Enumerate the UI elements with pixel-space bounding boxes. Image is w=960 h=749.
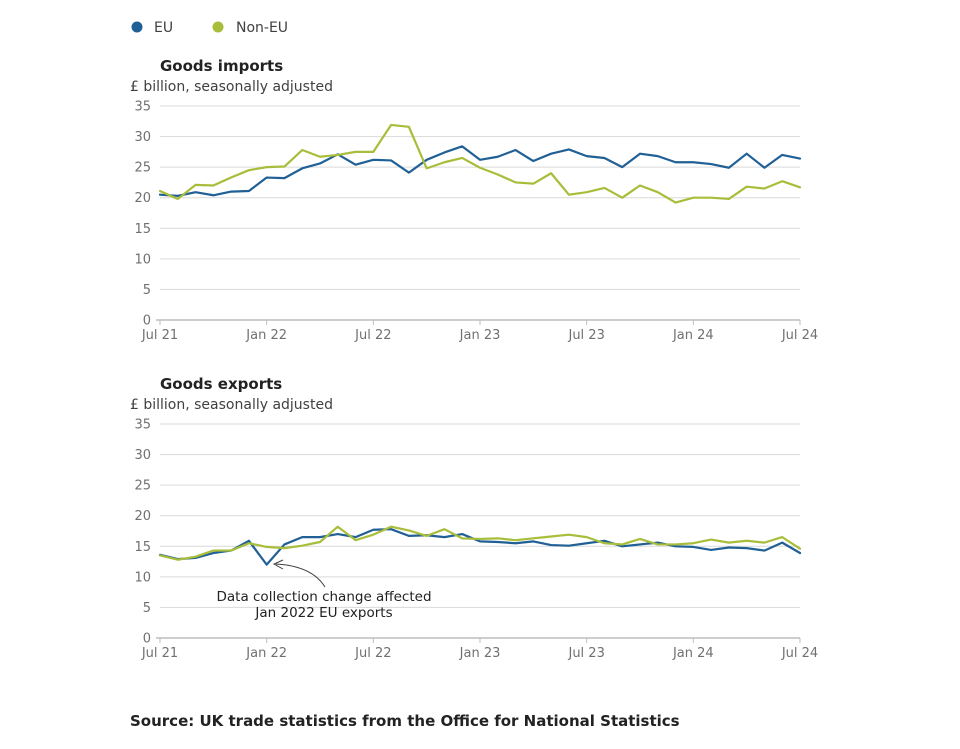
x-tick-label: Jan 24	[672, 328, 714, 343]
y-tick-label: 10	[134, 570, 151, 585]
y-tick-label: 0	[143, 632, 151, 647]
y-tick-label: 25	[134, 161, 151, 176]
imports-panel: Goods imports £ billion, seasonally adju…	[130, 57, 818, 343]
x-tick-label: Jul 21	[141, 328, 178, 343]
y-tick-label: 15	[134, 222, 151, 237]
imports-grid	[156, 105, 800, 321]
x-tick-label: Jul 21	[141, 646, 178, 661]
legend-marker-non-eu	[212, 21, 224, 33]
y-tick-label: 20	[134, 191, 151, 206]
exports-panel: Goods exports £ billion, seasonally adju…	[130, 375, 818, 661]
exports-ylabel: £ billion, seasonally adjusted	[130, 397, 333, 413]
y-tick-label: 35	[134, 418, 151, 433]
legend-marker-eu	[131, 21, 143, 33]
series-line-eu	[158, 145, 802, 197]
annotation-arrowhead	[272, 559, 284, 570]
source-note: Source: UK trade statistics from the Off…	[130, 712, 680, 730]
exports-x-ticks: Jul 21 Jan 22 Jul 22 Jan 23 Jul 23 Jan 24 Jul …	[141, 638, 818, 661]
x-tick-label: Jan 23	[459, 328, 501, 343]
x-tick-label: Jan 24	[672, 646, 714, 661]
imports-series	[158, 123, 802, 204]
exports-title: Goods exports	[160, 375, 282, 393]
x-tick-label: Jul 22	[354, 328, 391, 343]
y-tick-label: 25	[134, 479, 151, 494]
x-tick-label: Jan 23	[459, 646, 501, 661]
imports-title: Goods imports	[160, 57, 283, 75]
series-line-eu	[158, 528, 802, 566]
imports-x-ticks: Jul 21 Jan 22 Jul 22 Jan 23 Jul 23 Jan 24 Jul …	[141, 320, 818, 343]
annotation-line-1: Data collection change affected	[216, 589, 431, 605]
y-tick-label: 5	[143, 283, 151, 298]
y-tick-label: 5	[143, 601, 151, 616]
y-tick-label: 10	[134, 252, 151, 267]
y-tick-label: 15	[134, 540, 151, 555]
x-tick-label: Jul 24	[781, 646, 818, 661]
x-tick-label: Jan 22	[245, 646, 287, 661]
y-tick-label: 35	[134, 100, 151, 115]
legend: EU Non-EU	[131, 20, 288, 36]
series-line-non-eu	[158, 123, 802, 204]
annotation-line-2: Jan 2022 EU exports	[254, 605, 392, 621]
x-tick-label: Jan 22	[245, 328, 287, 343]
y-tick-label: 30	[134, 130, 151, 145]
annotation-arrow	[275, 563, 326, 588]
y-tick-label: 0	[143, 314, 151, 329]
x-tick-label: Jul 22	[354, 646, 391, 661]
imports-ylabel: £ billion, seasonally adjusted	[130, 79, 333, 95]
series-line-non-eu	[158, 525, 802, 561]
x-tick-label: Jul 24	[781, 328, 818, 343]
y-tick-label: 20	[134, 509, 151, 524]
x-tick-label: Jul 23	[567, 646, 604, 661]
y-tick-label: 30	[134, 448, 151, 463]
exports-series	[158, 525, 802, 566]
x-tick-label: Jul 23	[567, 328, 604, 343]
legend-label-non-eu: Non-EU	[236, 20, 288, 36]
legend-label-eu: EU	[154, 20, 173, 36]
exports-grid	[156, 423, 800, 639]
exports-y-ticks: 0 5 10 15 20 25 30 35	[134, 418, 151, 647]
imports-y-ticks: 0 5 10 15 20 25 30 35	[134, 100, 151, 329]
annotation: Data collection change affected Jan 2022…	[216, 559, 432, 621]
